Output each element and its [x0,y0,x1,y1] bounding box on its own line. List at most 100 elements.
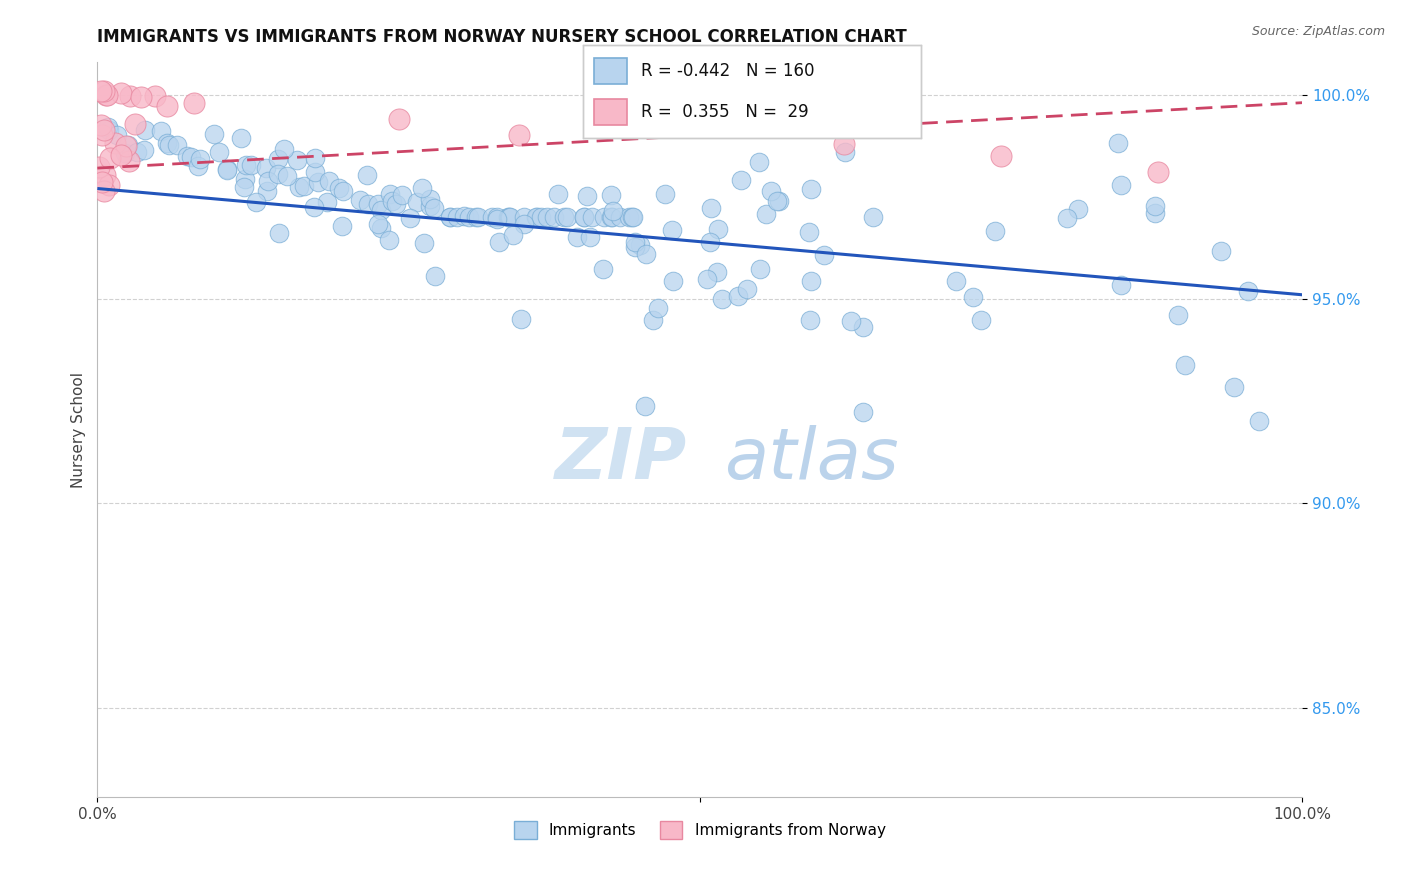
Point [118,154,141,169]
Point [285,153,308,167]
Point [356,197,378,211]
Point [380,186,402,201]
Point [530,210,553,224]
Point [419,199,441,213]
Point [378,233,401,247]
Point [87,160,110,174]
Point [496,210,519,224]
Point [654,187,676,202]
Point [508,128,530,143]
Point [990,149,1012,163]
Point [602,203,624,218]
Point [593,210,616,224]
Point [91,174,114,188]
Point [699,235,721,249]
Point [1056,211,1078,226]
Point [834,145,856,159]
Point [834,136,856,151]
Point [727,289,749,303]
Point [356,168,378,182]
Point [156,136,179,150]
Point [813,248,835,262]
Point [328,180,350,194]
Point [240,158,263,172]
Point [623,235,645,249]
Point [1144,199,1167,213]
Point [696,272,718,286]
Point [233,172,256,186]
Text: Source: ZipAtlas.com: Source: ZipAtlas.com [1251,25,1385,38]
Point [97,178,120,192]
Point [381,194,404,208]
Point [852,319,875,334]
Point [188,153,211,167]
Point [636,247,658,261]
Point [143,88,166,103]
Point [267,152,290,166]
Point [800,273,823,287]
Point [488,235,510,249]
Point [132,143,155,157]
Text: R =  0.355   N =  29: R = 0.355 N = 29 [641,103,808,121]
Point [706,265,728,279]
Point [799,313,821,327]
Point [749,261,772,276]
Text: ZIP: ZIP [555,425,688,493]
Point [93,123,115,137]
Point [276,169,298,184]
Point [621,210,644,224]
Point [839,314,862,328]
Point [304,200,326,214]
Point [235,157,257,171]
Point [233,179,256,194]
Point [202,127,225,141]
Point [1223,380,1246,394]
Point [134,123,156,137]
Point [157,137,180,152]
Point [367,196,389,211]
Point [332,184,354,198]
Point [208,145,231,160]
FancyBboxPatch shape [593,99,627,125]
Point [215,161,238,176]
Legend: Immigrants, Immigrants from Norway: Immigrants, Immigrants from Norway [508,815,891,845]
Point [267,226,290,240]
Point [90,84,112,98]
Point [1111,278,1133,293]
Point [231,131,253,145]
Point [412,235,434,250]
Point [481,210,503,224]
Point [180,150,202,164]
Point [458,210,481,224]
Point [215,163,238,178]
Point [510,312,533,326]
Point [307,175,329,189]
Point [387,112,409,126]
Point [96,87,118,102]
Point [600,210,623,224]
Point [150,124,173,138]
Point [526,210,548,224]
Point [1249,414,1271,428]
Point [621,210,644,224]
Point [370,221,392,235]
Point [183,95,205,110]
Point [962,290,984,304]
Point [254,161,277,175]
Point [391,187,413,202]
Point [94,88,117,103]
Point [485,212,508,227]
Point [498,210,520,224]
Point [292,178,315,193]
Point [406,194,429,209]
Text: atlas: atlas [724,425,898,493]
Point [706,222,728,236]
Text: R = -0.442   N = 160: R = -0.442 N = 160 [641,62,814,79]
Point [617,210,640,224]
Point [423,201,446,215]
Point [1111,178,1133,192]
Point [419,192,441,206]
Point [1174,359,1197,373]
Point [267,168,290,182]
Point [98,151,121,165]
